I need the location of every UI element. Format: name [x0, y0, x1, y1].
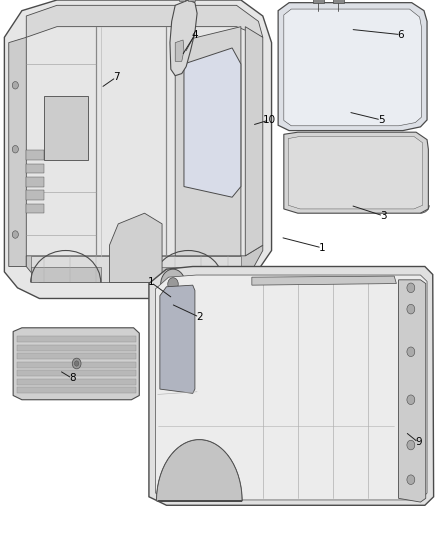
Circle shape: [407, 475, 415, 484]
Polygon shape: [17, 387, 136, 393]
Polygon shape: [175, 40, 184, 61]
Polygon shape: [13, 328, 139, 400]
Polygon shape: [170, 0, 197, 76]
Polygon shape: [333, 0, 344, 3]
Polygon shape: [31, 266, 101, 282]
Polygon shape: [44, 96, 88, 160]
Polygon shape: [284, 9, 421, 126]
Circle shape: [161, 269, 185, 299]
Polygon shape: [278, 3, 427, 131]
Text: 2: 2: [196, 312, 203, 322]
Polygon shape: [184, 48, 241, 197]
Text: 1: 1: [318, 243, 325, 253]
Polygon shape: [252, 276, 396, 285]
Polygon shape: [17, 370, 136, 376]
Polygon shape: [26, 204, 44, 213]
Polygon shape: [17, 336, 136, 342]
Circle shape: [407, 283, 415, 293]
Text: 9: 9: [415, 438, 422, 447]
Circle shape: [168, 278, 178, 290]
Polygon shape: [149, 266, 434, 505]
Polygon shape: [26, 177, 44, 187]
Polygon shape: [155, 275, 427, 500]
Polygon shape: [179, 0, 185, 1]
Circle shape: [72, 358, 81, 369]
Text: 10: 10: [263, 115, 276, 125]
Polygon shape: [17, 362, 136, 368]
Polygon shape: [245, 27, 263, 256]
Polygon shape: [160, 285, 195, 393]
Polygon shape: [17, 353, 136, 359]
Text: 3: 3: [380, 211, 387, 221]
Polygon shape: [26, 245, 263, 282]
Polygon shape: [26, 150, 44, 160]
Text: 1: 1: [148, 278, 155, 287]
Polygon shape: [17, 379, 136, 385]
Polygon shape: [9, 37, 26, 266]
Circle shape: [407, 395, 415, 405]
Circle shape: [407, 347, 415, 357]
Polygon shape: [284, 132, 428, 213]
Text: 5: 5: [378, 115, 385, 125]
Polygon shape: [4, 0, 272, 298]
Polygon shape: [175, 27, 241, 256]
Circle shape: [74, 361, 79, 366]
Polygon shape: [313, 0, 324, 3]
Polygon shape: [26, 190, 44, 200]
Circle shape: [12, 82, 18, 89]
Polygon shape: [110, 213, 162, 282]
Polygon shape: [399, 280, 426, 502]
Polygon shape: [188, 0, 195, 1]
Polygon shape: [31, 256, 241, 282]
Circle shape: [407, 440, 415, 450]
Text: 4: 4: [191, 30, 198, 39]
Circle shape: [12, 231, 18, 238]
Polygon shape: [153, 266, 223, 282]
Polygon shape: [288, 136, 423, 209]
Polygon shape: [17, 345, 136, 351]
Text: 7: 7: [113, 72, 120, 82]
Polygon shape: [157, 440, 242, 501]
Text: 6: 6: [397, 30, 404, 39]
Polygon shape: [26, 5, 263, 37]
Text: 8: 8: [69, 374, 76, 383]
Circle shape: [12, 146, 18, 153]
Polygon shape: [26, 164, 44, 173]
Circle shape: [407, 304, 415, 314]
